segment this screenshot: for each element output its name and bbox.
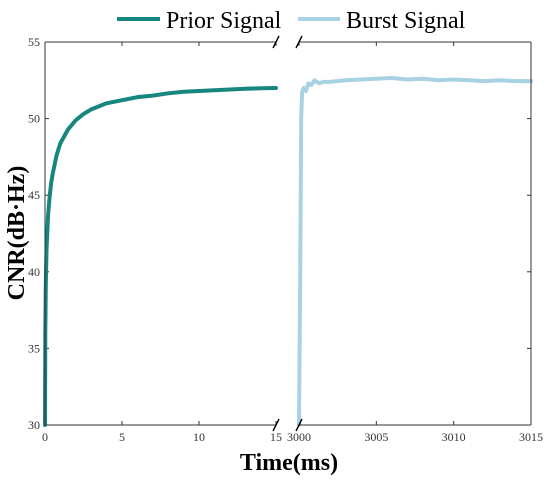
y-tick-label: 45	[28, 188, 40, 202]
legend-label-prior-signal: Prior Signal	[166, 8, 282, 34]
x-tick-label: 3005	[364, 430, 388, 444]
x-tick-label: 3010	[442, 430, 466, 444]
series-lines	[43, 76, 533, 427]
x-tick-label: 5	[119, 430, 125, 444]
x-tick-label: 3000	[287, 430, 311, 444]
y-tick-label: 30	[28, 418, 40, 432]
series-line-prior-signal	[43, 85, 278, 427]
y-tick-label: 55	[28, 35, 40, 49]
axis-ticks: 30 35 40 45 50 55 0 5 10 15 3000 3005 3010 3015	[28, 35, 543, 444]
legend-label-burst-signal: Burst Signal	[346, 8, 466, 34]
x-tick-label: 0	[42, 430, 48, 444]
axis-break-mark-0-1	[295, 35, 303, 49]
axis-break-marks	[272, 35, 303, 432]
axis-break-mark-1-1	[295, 418, 303, 432]
x-tick-label: 3015	[519, 430, 543, 444]
y-tick-label: 35	[28, 341, 40, 355]
plot-frame	[44, 41, 532, 426]
x-tick-label: 10	[193, 430, 205, 444]
x-axis-title: Time(ms)	[240, 450, 338, 476]
axis-break-mark-1-0	[272, 418, 280, 432]
axis-break-mark-0-0	[272, 35, 280, 49]
y-tick-label: 50	[28, 112, 40, 126]
y-axis-title: CNR(dB·Hz)	[4, 166, 30, 301]
series-line-burst-signal	[297, 76, 533, 427]
x-tick-label: 15	[270, 430, 282, 444]
legend: Prior Signal Burst Signal	[117, 8, 466, 34]
y-tick-label: 40	[28, 265, 40, 279]
